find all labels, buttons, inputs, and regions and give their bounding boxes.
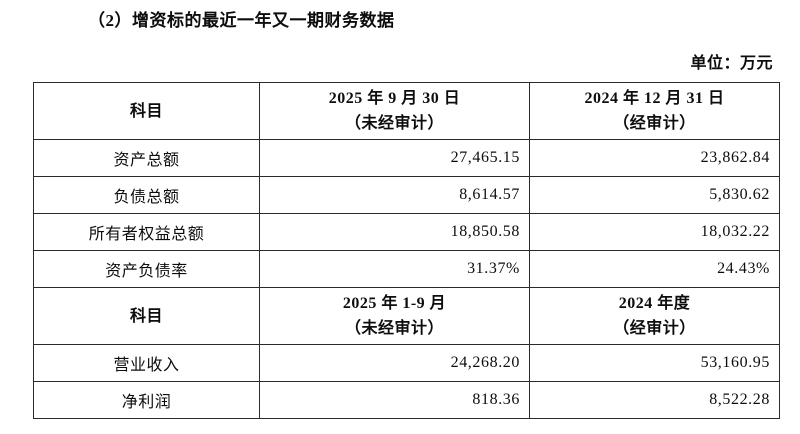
document-page: （2）增资标的最近一年又一期财务数据 单位：万元 科目 2025 年 9 月 3… [33,11,780,419]
value-prior: 5,830.62 [529,176,780,214]
header-cell-prior-period: 2024 年度 （经审计） [529,287,780,345]
table-row-total-equity: 所有者权益总额 18,850.58 18,032.22 [33,213,780,251]
table-row-total-assets: 资产总额 27,465.15 23,862.84 [33,139,780,177]
header-cell-subject: 科目 [33,82,260,140]
income-statement-header-row: 科目 2025 年 1-9 月 （未经审计） 2024 年度 （经审计） [33,287,780,345]
value-current: 818.36 [259,381,530,419]
header-audit-status: （经审计） [613,320,696,337]
row-label: 资产总额 [33,139,260,177]
table-row-net-profit: 净利润 818.36 8,522.28 [33,381,780,419]
value-prior: 23,862.84 [529,139,780,177]
table-row-total-liabilities: 负债总额 8,614.57 5,830.62 [33,176,780,214]
financial-data-table: 科目 2025 年 9 月 30 日 （未经审计） 2024 年 12 月 31… [33,82,780,419]
header-period-date: 2024 年 12 月 31 日 [584,90,725,107]
value-prior: 24.43% [529,250,780,288]
header-cell-current-period: 2025 年 9 月 30 日 （未经审计） [259,82,530,140]
header-period-date: 2025 年 9 月 30 日 [328,90,461,107]
header-period-date: 2024 年度 [618,295,691,312]
value-prior: 8,522.28 [529,381,780,419]
header-period-date: 2025 年 1-9 月 [342,295,447,312]
row-label: 所有者权益总额 [33,213,260,251]
header-cell-prior-period: 2024 年 12 月 31 日 （经审计） [529,82,780,140]
value-current: 18,850.58 [259,213,530,251]
section-title: （2）增资标的最近一年又一期财务数据 [88,11,395,30]
table-row-operating-revenue: 营业收入 24,268.20 53,160.95 [33,344,780,382]
value-prior: 53,160.95 [529,344,780,382]
row-label: 负债总额 [33,176,260,214]
value-prior: 18,032.22 [529,213,780,251]
row-label: 资产负债率 [33,250,260,288]
value-current: 31.37% [259,250,530,288]
unit-note: 单位：万元 [690,55,773,72]
row-label: 营业收入 [33,344,260,382]
value-current: 8,614.57 [259,176,530,214]
row-label: 净利润 [33,381,260,419]
header-audit-status: （经审计） [613,115,696,132]
balance-sheet-header-row: 科目 2025 年 9 月 30 日 （未经审计） 2024 年 12 月 31… [33,82,780,140]
header-audit-status: （未经审计） [344,320,444,337]
value-current: 27,465.15 [259,139,530,177]
value-current: 24,268.20 [259,344,530,382]
header-cell-subject: 科目 [33,287,260,345]
table-row-debt-ratio: 资产负债率 31.37% 24.43% [33,250,780,288]
header-audit-status: （未经审计） [344,115,444,132]
header-cell-current-period: 2025 年 1-9 月 （未经审计） [259,287,530,345]
